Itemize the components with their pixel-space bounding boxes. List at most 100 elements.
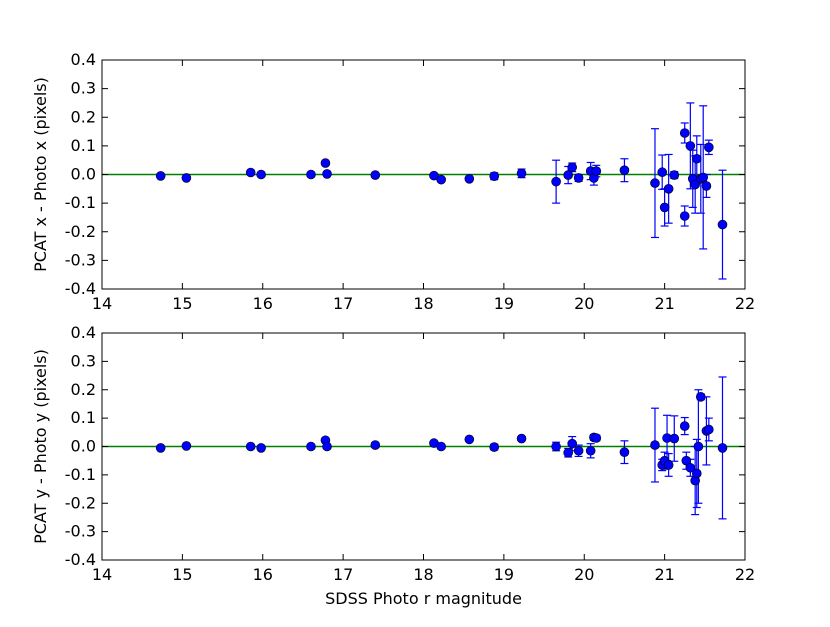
x-tick-label: 18 xyxy=(413,565,433,584)
x-tick-label: 22 xyxy=(735,294,755,313)
data-point xyxy=(685,141,696,151)
x-tick-label: 15 xyxy=(172,565,192,584)
data-point xyxy=(567,162,577,173)
data-point xyxy=(306,441,316,452)
data-point xyxy=(663,460,674,470)
data-point xyxy=(436,441,446,452)
y-tick-label: 0.0 xyxy=(71,437,96,456)
data-point xyxy=(685,462,696,473)
data-point xyxy=(679,211,690,221)
y-tick-label: 0.3 xyxy=(71,79,96,98)
x-tick-label: 19 xyxy=(494,294,514,313)
data-point xyxy=(669,433,680,444)
data-point xyxy=(679,421,690,431)
data-point xyxy=(591,433,602,443)
data-point xyxy=(650,178,660,188)
panel-x-residuals: 14 15 16 17 18 19 20 21 22 0.4 0.3 0.2 0.1 0.0 -0.1 -0.… xyxy=(31,50,755,313)
y-tick-label: -0.1 xyxy=(65,193,96,212)
data-point xyxy=(691,153,702,164)
data-point xyxy=(320,158,331,168)
y-tick-label: -0.3 xyxy=(65,250,96,269)
x-tick-label: 14 xyxy=(92,294,112,313)
data-point xyxy=(663,184,674,194)
data-point xyxy=(516,168,527,179)
data-point xyxy=(155,443,166,453)
x-tick-label: 16 xyxy=(253,294,273,313)
data-point xyxy=(659,202,670,213)
x-tick-label: 17 xyxy=(333,294,353,313)
data-point xyxy=(256,169,266,180)
data-point xyxy=(701,181,712,191)
y-tick-label: -0.2 xyxy=(65,493,96,512)
data-point xyxy=(563,447,573,458)
data-point xyxy=(155,171,166,181)
data-point xyxy=(717,443,728,453)
y-tick-label: -0.2 xyxy=(65,222,96,241)
data-point xyxy=(245,167,256,178)
data-point xyxy=(181,441,192,451)
y-tick-label: 0.0 xyxy=(71,165,96,184)
data-point xyxy=(181,173,192,183)
data-point xyxy=(591,166,602,176)
data-point xyxy=(322,441,332,452)
data-point xyxy=(693,441,704,452)
x-tick-label: 16 xyxy=(253,565,273,584)
data-point xyxy=(698,172,709,183)
y-tick-label: 0.2 xyxy=(71,380,96,399)
y-tick-label: -0.1 xyxy=(65,465,96,484)
data-point xyxy=(464,173,475,184)
data-point xyxy=(695,392,706,402)
data-point xyxy=(690,179,700,190)
x-tick-label: 20 xyxy=(574,565,594,584)
y-tick-label: -0.4 xyxy=(65,279,96,298)
data-point xyxy=(573,445,584,456)
y-axis-label: PCAT y - Photo y (pixels) xyxy=(31,349,50,544)
x-tick-label: 18 xyxy=(413,294,433,313)
data-point xyxy=(306,169,316,180)
data-point xyxy=(516,433,527,444)
data-point xyxy=(370,440,381,450)
data-point xyxy=(717,219,728,230)
x-tick-label: 22 xyxy=(735,565,755,584)
y-tick-label: 0.3 xyxy=(71,351,96,370)
x-tick-label: 17 xyxy=(333,565,353,584)
y-tick-label: -0.4 xyxy=(65,550,96,569)
data-point xyxy=(691,468,702,479)
data-point xyxy=(489,442,500,452)
data-point xyxy=(657,167,668,178)
data-point xyxy=(679,128,690,138)
data-point xyxy=(256,443,266,453)
data-point xyxy=(669,170,680,180)
data-point xyxy=(619,447,630,457)
x-tick-label: 21 xyxy=(654,565,674,584)
data-point xyxy=(567,438,577,449)
data-point xyxy=(551,176,561,187)
y-tick-label: 0.1 xyxy=(71,136,96,155)
data-point xyxy=(551,441,561,452)
y-tick-label: 0.1 xyxy=(71,408,96,427)
data-point xyxy=(585,445,596,456)
data-point xyxy=(573,173,584,183)
y-axis-label: PCAT x - Photo x (pixels) xyxy=(31,77,50,272)
y-tick-label: 0.4 xyxy=(71,50,96,69)
data-point xyxy=(322,169,332,179)
data-point xyxy=(429,170,439,181)
y-tick-label: 0.4 xyxy=(71,323,96,342)
data-point xyxy=(704,424,714,435)
x-tick-label: 14 xyxy=(92,565,112,584)
data-point xyxy=(436,174,446,185)
x-tick-label: 20 xyxy=(574,294,594,313)
data-point xyxy=(370,170,381,180)
y-tick-label: 0.2 xyxy=(71,107,96,126)
x-tick-label: 15 xyxy=(172,294,192,313)
panel-y-residuals: 14 15 16 17 18 19 20 21 22 0.4 0.3 0.2 0.1 0.0 -0.1 -0.… xyxy=(31,323,755,608)
data-point xyxy=(619,165,630,176)
data-point xyxy=(704,142,714,153)
y-tick-label: -0.3 xyxy=(65,522,96,541)
data-point xyxy=(563,170,573,180)
x-axis-label: SDSS Photo r magnitude xyxy=(325,589,522,608)
x-tick-label: 19 xyxy=(494,565,514,584)
data-point xyxy=(245,441,256,452)
